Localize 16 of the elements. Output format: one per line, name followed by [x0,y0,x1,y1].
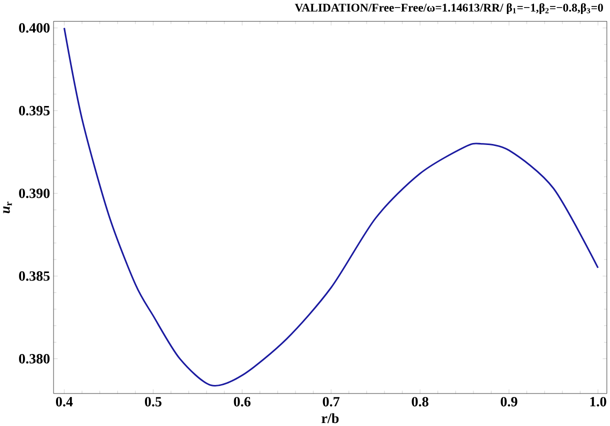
y-tick-label: 0.395 [19,106,50,116]
x-tick-label: 1.0 [590,396,606,406]
x-tick-label: 0.9 [500,396,518,406]
y-axis-title: u$_{r}$ [3,202,12,214]
y-tick-label: 0.385 [19,271,50,281]
x-tick-label: 0.7 [322,396,340,406]
y-tick-label: 0.380 [19,354,50,364]
chart-title: VALIDATION/Free−Free/ω=1.14613/RR/ β$_{1}$=−1,β$_{2}$=−0.8,β$_{3}$=0 [294,3,603,14]
x-tick-label: 0.8 [412,396,428,406]
y-tick-label: 0.400 [19,23,50,33]
x-tick-label: 0.6 [234,396,251,406]
x-axis-title: r/b [322,413,339,423]
x-tick-label: 0.5 [144,396,162,406]
x-tick-label: 0.4 [56,396,73,406]
line-series [63,27,599,386]
y-tick-label: 0.390 [19,188,50,198]
